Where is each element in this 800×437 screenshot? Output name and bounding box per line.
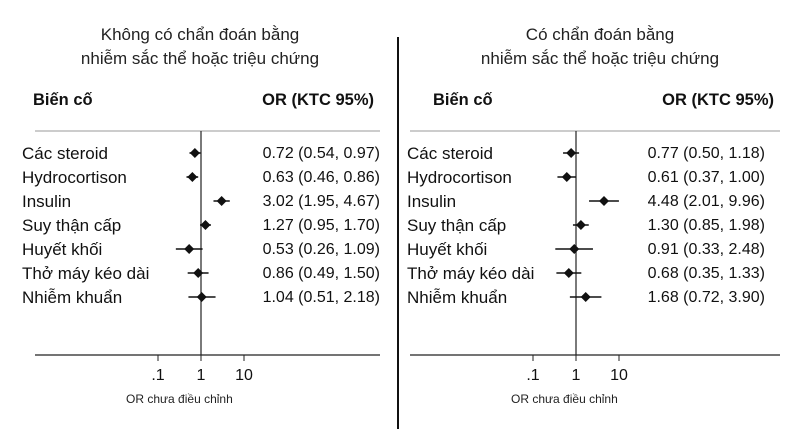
row-or-insulin: 4.48 (2.01, 9.96) — [647, 193, 765, 210]
or-point-marker — [580, 292, 591, 302]
row-or-steroids: 0.72 (0.54, 0.97) — [262, 145, 380, 162]
row-label-infection: Nhiễm khuẩn — [22, 288, 123, 307]
row-label-insulin: Insulin — [22, 192, 72, 211]
x-tick-label: .1 — [151, 367, 164, 384]
x-tick-label: .1 — [526, 367, 539, 384]
x-axis-label: OR chưa điều chỉnh — [511, 392, 618, 406]
row-label-steroids: Các steroid — [407, 144, 493, 163]
or-point-marker — [575, 220, 586, 230]
row-or-prolonged-ventilation: 0.86 (0.49, 1.50) — [262, 265, 380, 282]
row-or-infection: 1.04 (0.51, 2.18) — [262, 289, 380, 306]
row-label-acute-kidney-injury: Suy thận cấp — [22, 216, 122, 235]
row-or-thrombosis: 0.91 (0.33, 2.48) — [647, 241, 765, 258]
or-point-marker — [196, 292, 207, 302]
or-point-marker — [563, 268, 574, 278]
x-tick-label: 1 — [197, 367, 206, 384]
x-tick-label: 10 — [235, 367, 253, 384]
or-point-marker — [569, 244, 580, 254]
row-or-infection: 1.68 (0.72, 3.90) — [647, 289, 765, 306]
row-label-thrombosis: Huyết khối — [22, 240, 103, 259]
x-axis-label: OR chưa điều chỉnh — [126, 392, 233, 406]
forest-plot-area: .1 1 10 — [35, 130, 380, 384]
row-label-acute-kidney-injury: Suy thận cấp — [407, 216, 507, 235]
or-point-marker — [189, 148, 200, 158]
row-or-thrombosis: 0.53 (0.26, 1.09) — [262, 241, 380, 258]
row-or-hydrocortison: 0.61 (0.37, 1.00) — [647, 169, 765, 186]
header-event: Biến cố — [33, 91, 93, 109]
forest-plot-area: .1 1 10 — [410, 130, 780, 384]
x-tick-label: 1 — [572, 367, 581, 384]
row-or-insulin: 3.02 (1.95, 4.67) — [262, 193, 380, 210]
or-point-marker — [193, 268, 204, 278]
panel-title-line-1: Có chẩn đoán bằng — [525, 25, 675, 44]
row-label-thrombosis: Huyết khối — [407, 240, 488, 259]
row-label-prolonged-ventilation: Thở máy kéo dài — [407, 264, 535, 283]
header-or-ci: OR (KTC 95%) — [662, 91, 774, 109]
forest-plot-with-diagnosis: Có chẩn đoán bằng nhiễm sắc thể hoặc tri… — [400, 0, 800, 437]
row-label-hydrocortison: Hydrocortison — [22, 168, 127, 187]
panel-divider — [397, 37, 399, 429]
row-label-hydrocortison: Hydrocortison — [407, 168, 512, 187]
row-or-acute-kidney-injury: 1.30 (0.85, 1.98) — [647, 217, 765, 234]
or-point-marker — [566, 148, 577, 158]
header-or-ci: OR (KTC 95%) — [262, 91, 374, 109]
or-point-marker — [561, 172, 572, 182]
row-or-acute-kidney-injury: 1.27 (0.95, 1.70) — [262, 217, 380, 234]
row-or-steroids: 0.77 (0.50, 1.18) — [647, 145, 765, 162]
forest-plot-no-diagnosis: Không có chẩn đoán bằng nhiễm sắc thể ho… — [22, 25, 380, 406]
panel-title-line-1: Không có chẩn đoán bằng — [100, 25, 300, 44]
x-tick-label: 10 — [610, 367, 628, 384]
row-label-prolonged-ventilation: Thở máy kéo dài — [22, 264, 150, 283]
or-point-marker — [187, 172, 198, 182]
row-label-infection: Nhiễm khuẩn — [407, 288, 508, 307]
or-point-marker — [216, 196, 227, 206]
row-or-hydrocortison: 0.63 (0.46, 0.86) — [262, 169, 380, 186]
panel-title-line-2: nhiễm sắc thể hoặc triệu chứng — [80, 49, 320, 68]
row-label-insulin: Insulin — [407, 192, 457, 211]
or-point-marker — [599, 196, 610, 206]
or-point-marker — [200, 220, 211, 230]
panel-title-line-2: nhiễm sắc thể hoặc triệu chứng — [480, 49, 720, 68]
row-label-steroids: Các steroid — [22, 144, 108, 163]
or-point-marker — [184, 244, 195, 254]
row-or-prolonged-ventilation: 0.68 (0.35, 1.33) — [647, 265, 765, 282]
header-event: Biến cố — [433, 91, 493, 109]
